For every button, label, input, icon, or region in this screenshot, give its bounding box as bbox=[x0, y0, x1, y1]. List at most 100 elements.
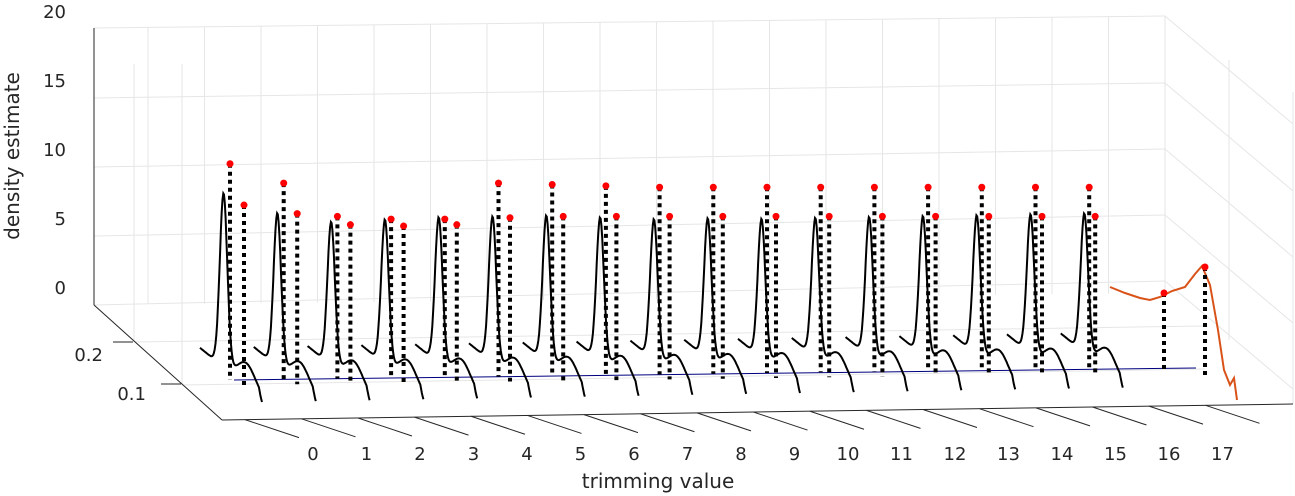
density-curve bbox=[1109, 264, 1238, 401]
density-series bbox=[683, 183, 748, 395]
x-tick-label: 8 bbox=[735, 444, 746, 465]
x-tick-mark bbox=[866, 409, 921, 429]
x-tick-mark bbox=[696, 412, 752, 432]
x-tick-label: 5 bbox=[575, 444, 586, 465]
density-series bbox=[629, 183, 694, 396]
x-tick-mark bbox=[470, 415, 526, 435]
marker-point bbox=[612, 212, 620, 220]
marker-point bbox=[870, 183, 878, 191]
grid-line bbox=[93, 280, 1166, 306]
x-tick-label: 11 bbox=[890, 444, 913, 465]
x-tick-mark bbox=[640, 413, 695, 433]
z-tick-label: 15 bbox=[43, 71, 66, 92]
marker-point bbox=[602, 182, 610, 190]
marker-point bbox=[400, 222, 408, 230]
marker-point bbox=[1032, 183, 1039, 191]
density-curve bbox=[791, 215, 855, 393]
x-axis-label: trimming value bbox=[582, 469, 735, 493]
x-tick-mark bbox=[527, 414, 582, 434]
x-tick-mark bbox=[979, 408, 1034, 428]
density-series bbox=[952, 183, 1017, 390]
marker-point bbox=[1201, 263, 1209, 271]
x-tick-mark bbox=[244, 419, 300, 439]
x-tick-mark bbox=[301, 418, 356, 438]
x-tick-mark bbox=[922, 409, 978, 429]
x-tick-label: 15 bbox=[1104, 444, 1127, 465]
density-series bbox=[1060, 183, 1124, 388]
density-series bbox=[414, 214, 479, 399]
x-tick-label: 1 bbox=[361, 444, 372, 465]
density-curve bbox=[414, 214, 479, 399]
marker-point bbox=[1038, 212, 1046, 220]
x-tick-labels: 0 1 2 3 4 5 6 7 8 9 10 11 12 13 14 15 16 17 bbox=[244, 404, 1260, 465]
marker-point bbox=[985, 212, 993, 220]
marker-point bbox=[280, 179, 288, 187]
density-curve bbox=[575, 215, 640, 396]
marker-point bbox=[453, 221, 461, 229]
density-curve bbox=[844, 214, 909, 392]
marker-point bbox=[226, 160, 234, 168]
marker-point bbox=[666, 212, 674, 220]
x-tick-mark bbox=[414, 416, 469, 436]
density-curve bbox=[1060, 210, 1124, 388]
marker-point bbox=[506, 214, 514, 222]
marker-point bbox=[656, 183, 664, 191]
marker-point bbox=[387, 215, 395, 223]
z-tick-label: 20 bbox=[43, 2, 66, 23]
density-series bbox=[791, 183, 855, 393]
grid-line bbox=[181, 368, 1206, 386]
grid-line bbox=[93, 214, 1166, 237]
x-tick-label: 14 bbox=[1051, 444, 1074, 465]
density-curve bbox=[952, 212, 1017, 390]
grid-line bbox=[93, 82, 1166, 99]
density-series bbox=[360, 215, 425, 400]
marker-point bbox=[1085, 183, 1093, 191]
density-curve bbox=[199, 190, 263, 403]
x-tick-mark bbox=[357, 417, 413, 437]
density-curve bbox=[522, 213, 586, 397]
marker-point bbox=[924, 183, 932, 191]
x-tick-label: 2 bbox=[414, 444, 425, 465]
marker-point bbox=[441, 215, 449, 223]
marker-point bbox=[817, 183, 825, 191]
density-series bbox=[1109, 263, 1238, 401]
z-tick-label: 0 bbox=[55, 278, 66, 299]
x-tick-mark bbox=[1035, 407, 1091, 427]
x-tick-mark bbox=[1092, 406, 1147, 426]
marker-point bbox=[978, 183, 986, 191]
marker-point bbox=[1091, 212, 1099, 220]
x-tick-label: 3 bbox=[468, 444, 479, 465]
x-tick-label: 0 bbox=[307, 444, 318, 465]
marker-point bbox=[548, 181, 556, 189]
grid-line bbox=[133, 325, 1206, 343]
marker-point bbox=[772, 212, 780, 220]
y-tick-labels: 0.2 0.1 bbox=[74, 345, 146, 405]
density-series bbox=[898, 183, 963, 391]
x-tick-mark bbox=[1148, 405, 1204, 425]
baseline-line bbox=[233, 367, 1197, 381]
x-tick-label: 6 bbox=[628, 444, 639, 465]
marker-point bbox=[932, 212, 940, 220]
x-tick-label: 17 bbox=[1211, 444, 1234, 465]
z-axis-label: density estimate bbox=[0, 72, 24, 240]
marker-point bbox=[346, 221, 354, 229]
density-series bbox=[575, 182, 640, 396]
marker-point bbox=[293, 210, 301, 218]
z-tick-labels: 20 15 10 5 0 bbox=[43, 2, 66, 299]
density-series bbox=[306, 212, 371, 401]
marker-point bbox=[763, 183, 771, 191]
marker-point bbox=[878, 212, 886, 220]
density-series bbox=[522, 181, 586, 397]
x-tick-mark bbox=[753, 411, 808, 431]
x-tick-label: 13 bbox=[997, 444, 1020, 465]
axis-box bbox=[93, 28, 1294, 421]
density-curves bbox=[199, 160, 1238, 403]
grid-lines bbox=[93, 15, 1294, 404]
z-tick-label: 5 bbox=[55, 209, 66, 230]
marker-point bbox=[559, 212, 567, 220]
x-tick-label: 10 bbox=[837, 444, 860, 465]
marker-point bbox=[709, 183, 717, 191]
density-series bbox=[737, 183, 801, 394]
z-tick-label: 10 bbox=[43, 140, 66, 161]
